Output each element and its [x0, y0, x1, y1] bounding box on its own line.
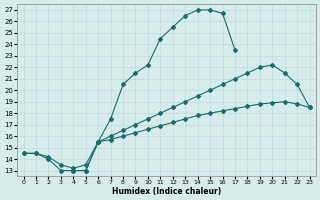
X-axis label: Humidex (Indice chaleur): Humidex (Indice chaleur) [112, 187, 221, 196]
